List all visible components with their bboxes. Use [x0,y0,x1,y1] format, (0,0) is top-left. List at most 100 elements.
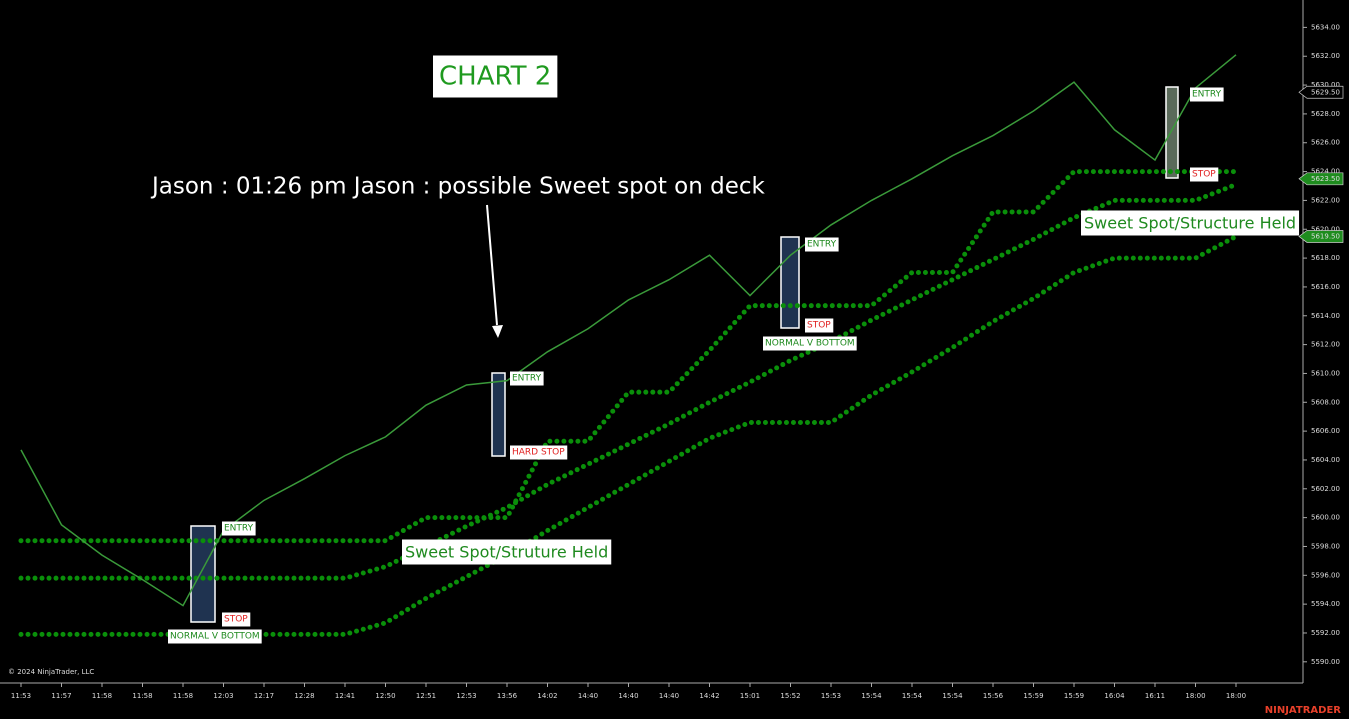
annotation-box [1190,167,1219,182]
annotation-box [222,521,256,536]
price-marker-tag [1298,230,1344,243]
y-tick-label: 5634.00 [1311,23,1340,31]
annotation: HARD STOP [510,445,568,460]
annotation-text: Sweet Spot/Struture Held [405,543,608,562]
annotation: Sweet Spot/Structure Held [1081,210,1300,236]
annotation-text: NORMAL V BOTTOM [170,632,260,642]
annotation-box [402,539,612,565]
annotation: ENTRY [1190,87,1224,102]
annotation-box [168,629,262,644]
annotation-text: Jason : 01:26 pm Jason : possible Sweet … [150,174,766,200]
y-tick-label: 5592.00 [1311,629,1340,637]
x-tick-label: 11:58 [92,692,112,700]
x-tick-label: 14:40 [659,692,679,700]
x-tick-label: 11:58 [173,692,193,700]
price-marker: 5629.50 [1298,85,1344,99]
arrow-line [486,204,498,326]
x-tick-label: 15:59 [1064,692,1084,700]
support-dots [18,169,1239,544]
annotation-text: NORMAL V BOTTOM [765,339,855,349]
x-tick-label: 18:00 [1185,692,1205,700]
annotation: NORMAL V BOTTOM [763,336,857,351]
annotation: STOP [805,318,834,333]
annotation: Jason : 01:26 pm Jason : possible Sweet … [150,174,766,200]
annotation: ENTRY [510,371,544,386]
x-tick-label: 13:56 [497,692,518,700]
annotation: CHART 2 [433,55,558,98]
annotation-box [805,318,834,333]
y-tick-label: 5632.00 [1311,52,1340,60]
y-tick-label: 5610.00 [1311,369,1340,377]
annotation-text: ENTRY [224,524,254,534]
y-tick-label: 5618.00 [1311,254,1340,262]
x-tick-label: 12:51 [416,692,436,700]
annotation-text: HARD STOP [512,448,565,458]
x-tick-label: 15:01 [740,692,760,700]
price-marker-tag [1298,85,1344,99]
x-tick-label: 12:03 [213,692,233,700]
x-tick-label: 15:52 [780,692,800,700]
y-tick-label: 5614.00 [1311,312,1340,320]
copyright: © 2024 NinjaTrader, LLC [8,668,94,676]
y-tick-label: 5630.00 [1311,81,1340,89]
y-tick-label: 5628.00 [1311,110,1340,118]
annotation-box [510,371,544,386]
x-tick-label: 18:00 [1226,692,1246,700]
y-tick-label: 5602.00 [1311,485,1340,493]
annotation: NORMAL V BOTTOM [168,629,262,644]
annotation-box [763,336,857,351]
annotation-box [805,237,839,252]
annotation: ENTRY [805,237,839,252]
x-tick-label: 14:40 [578,692,598,700]
price-marker: 5623.50 [1298,172,1344,186]
x-tick-label: 16:11 [1145,692,1165,700]
annotation: STOP [222,612,251,627]
annotation-text: STOP [1192,170,1216,180]
annotation: Sweet Spot/Struture Held [402,539,612,565]
y-tick-label: 5620.00 [1311,225,1340,233]
x-tick-label: 11:53 [11,692,31,700]
price-marker-label: 5623.50 [1311,175,1340,183]
x-tick-label: 15:54 [902,692,923,700]
trade-box [491,372,506,457]
x-tick-label: 12:50 [375,692,395,700]
annotation-box [222,612,251,627]
annotation-text: ENTRY [1192,90,1222,100]
x-tick-label: 12:28 [294,692,314,700]
x-tick-label: 15:59 [1023,692,1043,700]
x-tick-label: 11:57 [51,692,71,700]
support-dots [18,182,1239,581]
annotation-box [510,445,568,460]
trade-box [1165,86,1179,179]
y-tick-label: 5598.00 [1311,542,1340,550]
annotation-text: ENTRY [512,374,542,384]
y-tick-label: 5612.00 [1311,341,1340,349]
annotation-box [1081,210,1300,236]
x-tick-label: 14:40 [618,692,638,700]
brand: NINJATRADER [1265,705,1342,716]
price-marker: 5619.50 [1298,230,1344,243]
y-tick-label: 5600.00 [1311,514,1340,522]
x-tick-label: 15:54 [942,692,963,700]
y-tick-label: 5622.00 [1311,196,1340,204]
price-marker-label: 5619.50 [1311,232,1340,240]
annotation-text: STOP [224,615,248,625]
y-tick-label: 5626.00 [1311,139,1340,147]
annotation-text: ENTRY [807,240,837,250]
y-tick-label: 5616.00 [1311,283,1340,291]
y-tick-label: 5596.00 [1311,571,1340,579]
price-marker-tag [1298,172,1344,186]
price-marker-label: 5629.50 [1311,88,1340,96]
x-tick-label: 16:04 [1104,692,1125,700]
y-tick-label: 5604.00 [1311,456,1340,464]
annotation: STOP [1190,167,1219,182]
y-tick-label: 5594.00 [1311,600,1340,608]
y-tick-label: 5606.00 [1311,427,1340,435]
x-tick-label: 15:56 [983,692,1004,700]
x-tick-label: 14:42 [699,692,719,700]
annotation-text: Sweet Spot/Structure Held [1084,214,1296,233]
x-tick-label: 14:02 [537,692,557,700]
x-tick-label: 12:41 [335,692,355,700]
